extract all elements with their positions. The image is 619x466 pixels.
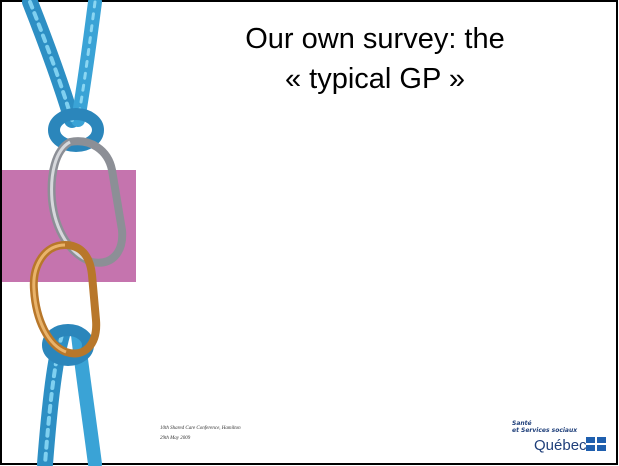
logo-text: Santé <box>512 420 532 427</box>
footer-text: 10th Shared Care Conference, Hamilton <box>160 426 241 431</box>
title-line: « typical GP » <box>285 63 465 95</box>
logo-flag <box>586 437 606 451</box>
title-line: Our own survey: the <box>245 23 505 55</box>
carabiners <box>29 137 127 358</box>
footer-text: 29th May 2009 <box>160 436 191 441</box>
logo-text: et Services sociaux <box>512 427 578 434</box>
logo-name: Québec <box>534 437 587 454</box>
